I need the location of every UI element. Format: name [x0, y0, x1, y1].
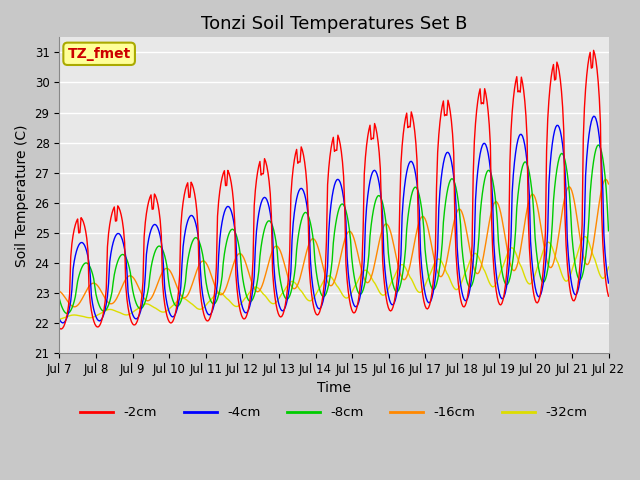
-8cm	[63, 311, 71, 316]
-2cm	[364, 134, 372, 140]
-32cm	[580, 234, 588, 240]
-16cm	[288, 284, 296, 290]
Text: TZ_fmet: TZ_fmet	[67, 47, 131, 61]
-16cm	[56, 288, 63, 294]
Legend: -2cm, -4cm, -8cm, -16cm, -32cm: -2cm, -4cm, -8cm, -16cm, -32cm	[75, 401, 593, 424]
Line: -2cm: -2cm	[60, 50, 609, 329]
-4cm	[59, 320, 67, 326]
-4cm	[227, 208, 235, 214]
-8cm	[56, 296, 63, 301]
-4cm	[589, 113, 597, 119]
-16cm	[364, 280, 372, 286]
-16cm	[390, 244, 398, 250]
-4cm	[605, 280, 612, 286]
-2cm	[58, 326, 65, 332]
-8cm	[460, 263, 468, 269]
-8cm	[556, 155, 563, 161]
-32cm	[459, 276, 467, 282]
-32cm	[287, 279, 295, 285]
-32cm	[554, 260, 562, 266]
-32cm	[605, 264, 612, 270]
-32cm	[56, 316, 63, 322]
-2cm	[589, 48, 597, 53]
-4cm	[460, 296, 468, 302]
-2cm	[556, 69, 563, 74]
X-axis label: Time: Time	[317, 382, 351, 396]
-4cm	[364, 193, 372, 199]
-2cm	[288, 177, 296, 182]
Line: -16cm: -16cm	[60, 180, 609, 307]
-8cm	[390, 285, 398, 291]
-8cm	[288, 285, 296, 291]
-16cm	[70, 304, 78, 310]
-2cm	[460, 304, 468, 310]
-32cm	[389, 277, 397, 283]
-16cm	[460, 216, 468, 222]
Line: -8cm: -8cm	[60, 145, 609, 313]
-2cm	[390, 300, 398, 306]
Y-axis label: Soil Temperature (C): Soil Temperature (C)	[15, 124, 29, 266]
-2cm	[56, 325, 63, 331]
-32cm	[363, 268, 371, 274]
-32cm	[227, 299, 234, 304]
-2cm	[605, 293, 612, 299]
-4cm	[556, 124, 563, 130]
-4cm	[390, 300, 398, 306]
-16cm	[556, 229, 563, 235]
Line: -4cm: -4cm	[60, 116, 609, 323]
-16cm	[602, 177, 610, 182]
Title: Tonzi Soil Temperatures Set B: Tonzi Soil Temperatures Set B	[201, 15, 467, 33]
-4cm	[288, 237, 296, 243]
-4cm	[56, 316, 63, 322]
-8cm	[364, 263, 372, 268]
-2cm	[227, 180, 235, 186]
-8cm	[227, 227, 235, 232]
-16cm	[227, 268, 235, 274]
-8cm	[605, 228, 612, 234]
-8cm	[595, 142, 602, 148]
Line: -32cm: -32cm	[60, 237, 609, 319]
-16cm	[605, 181, 612, 187]
